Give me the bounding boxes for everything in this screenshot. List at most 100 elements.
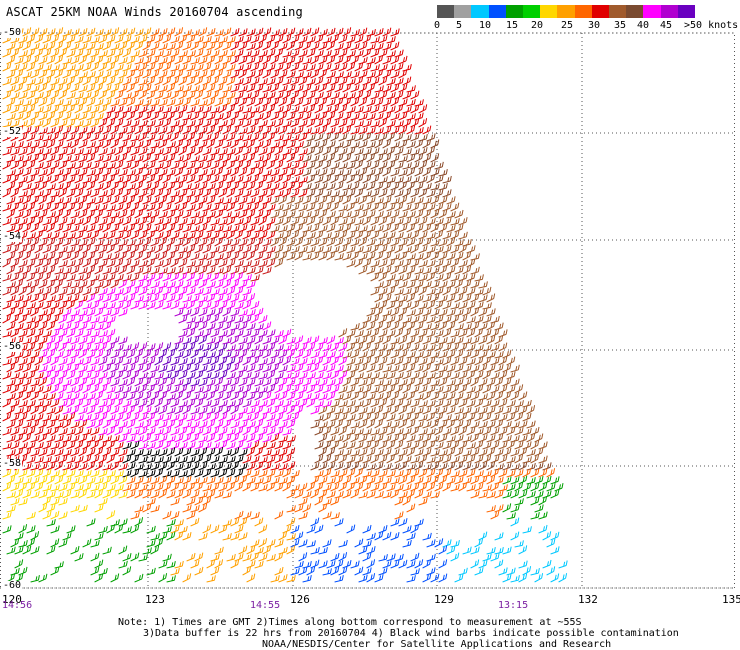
- wind-barb: [362, 329, 372, 338]
- wind-barb: [118, 295, 128, 303]
- wind-barb: [82, 161, 92, 170]
- wind-barb: [246, 447, 256, 457]
- wind-barb: [142, 196, 152, 205]
- wind-barb: [2, 385, 12, 394]
- wind-barb: [202, 384, 212, 394]
- wind-barb: [142, 266, 152, 275]
- wind-barb: [250, 314, 260, 324]
- wind-barb: [174, 69, 184, 79]
- wind-barbs: [2, 27, 568, 583]
- wind-barb: [230, 391, 240, 401]
- wind-barb: [162, 273, 172, 282]
- wind-barb: [262, 476, 272, 485]
- wind-barb: [226, 118, 236, 128]
- wind-barb: [238, 448, 248, 457]
- wind-barb: [422, 223, 432, 233]
- wind-barb: [6, 475, 16, 485]
- wind-barb: [254, 225, 264, 233]
- wind-barb: [34, 427, 44, 436]
- wind-barb: [14, 56, 24, 65]
- wind-barb: [102, 279, 112, 289]
- wind-barb: [298, 371, 308, 380]
- wind-barb: [106, 287, 116, 296]
- wind-barb: [290, 133, 300, 142]
- wind-barb: [370, 287, 380, 296]
- wind-barb: [234, 245, 244, 254]
- wind-barb: [206, 378, 216, 387]
- wind-barb: [262, 391, 272, 401]
- wind-barb: [526, 490, 536, 499]
- wind-barb: [202, 216, 212, 226]
- wind-barb: [22, 433, 32, 443]
- wind-barb: [6, 434, 16, 443]
- wind-barb: [170, 90, 180, 100]
- wind-barb: [350, 489, 360, 499]
- wind-barb: [378, 76, 388, 86]
- wind-barb: [162, 440, 172, 450]
- wind-barb: [386, 286, 396, 296]
- wind-barb: [314, 217, 324, 226]
- wind-barb: [514, 454, 524, 464]
- wind-barb: [302, 195, 312, 205]
- wind-barb: [378, 440, 388, 450]
- wind-barb: [30, 419, 40, 429]
- wind-barb: [510, 476, 520, 485]
- wind-barb: [514, 384, 524, 394]
- wind-barb: [86, 518, 96, 527]
- wind-barb: [374, 461, 384, 471]
- wind-barb: [66, 49, 76, 58]
- wind-barb: [366, 196, 376, 205]
- wind-barb: [222, 111, 232, 121]
- wind-barb: [190, 155, 200, 163]
- wind-barb: [258, 78, 268, 86]
- wind-barb: [6, 196, 16, 205]
- wind-barb: [398, 210, 408, 219]
- wind-barb: [86, 169, 96, 177]
- wind-barb: [114, 524, 124, 534]
- wind-barb: [86, 293, 96, 303]
- wind-barb: [18, 203, 28, 212]
- wind-barb: [550, 573, 560, 583]
- wind-barb: [162, 62, 172, 72]
- wind-barb: [186, 174, 196, 184]
- wind-barb: [406, 265, 416, 275]
- wind-barb: [510, 575, 520, 583]
- wind-barb: [170, 286, 180, 296]
- wind-barb: [274, 539, 284, 548]
- wind-barb: [6, 209, 16, 219]
- wind-barb: [314, 160, 324, 170]
- wind-barb: [122, 161, 132, 170]
- wind-barb: [506, 456, 516, 464]
- wind-barb: [122, 300, 132, 310]
- wind-barb: [278, 28, 288, 37]
- wind-barb: [150, 349, 160, 359]
- wind-barb: [110, 475, 120, 485]
- wind-barb: [438, 321, 448, 331]
- wind-barb: [370, 160, 380, 170]
- wind-barb: [434, 399, 444, 408]
- wind-barb: [102, 308, 112, 317]
- wind-barb: [358, 419, 368, 429]
- wind-barb: [66, 217, 76, 226]
- wind-barb: [186, 287, 196, 296]
- wind-barb: [158, 42, 168, 51]
- wind-barb: [474, 440, 484, 450]
- wind-barb: [38, 279, 48, 289]
- wind-barb: [66, 147, 76, 156]
- wind-barb: [166, 377, 176, 387]
- wind-barb: [318, 209, 328, 219]
- wind-barb: [394, 343, 404, 352]
- wind-barb: [338, 77, 348, 86]
- wind-barb: [170, 132, 180, 142]
- wind-barb: [406, 447, 416, 457]
- wind-barb: [18, 190, 28, 198]
- wind-barb: [430, 322, 440, 331]
- time-label-middle: 14:55: [250, 600, 281, 611]
- wind-barb: [214, 559, 224, 569]
- wind-barb: [198, 253, 208, 261]
- wind-barb: [66, 455, 76, 464]
- wind-barb: [426, 456, 436, 464]
- wind-barb: [262, 55, 272, 65]
- wind-barb: [458, 412, 468, 422]
- wind-barb: [310, 335, 320, 345]
